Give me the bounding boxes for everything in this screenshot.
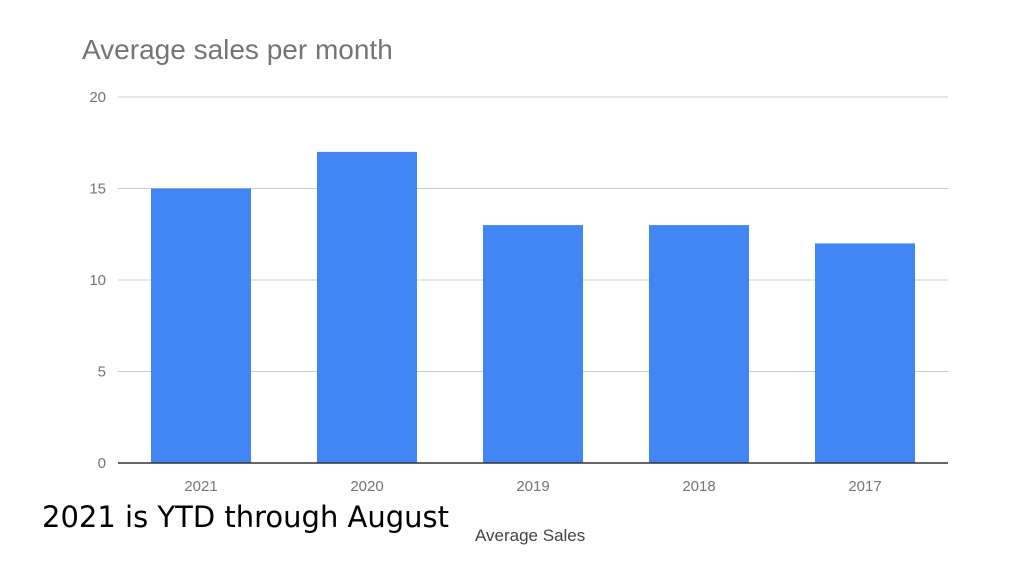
- bar-2018: [649, 225, 749, 463]
- y-tick-label: 5: [98, 364, 106, 381]
- bar-2017: [815, 243, 915, 463]
- bar-2019: [483, 225, 583, 463]
- y-tick-labels: 0 5 10 15 20: [89, 89, 106, 472]
- x-tick-label: 2021: [184, 478, 217, 495]
- x-axis-label: Average Sales: [475, 526, 586, 545]
- x-tick-label: 2020: [350, 478, 383, 495]
- y-tick-label: 20: [89, 89, 106, 106]
- x-tick-label: 2017: [848, 478, 881, 495]
- y-tick-label: 15: [89, 181, 106, 198]
- bar-2021: [151, 188, 251, 463]
- bar-2020: [317, 151, 417, 463]
- chart-title: Average sales per month: [82, 34, 393, 65]
- bars: [151, 151, 915, 463]
- x-tick-labels: 2021 2020 2019 2018 2017: [184, 478, 881, 495]
- x-tick-label: 2019: [516, 478, 549, 495]
- annotation-note: 2021 is YTD through August: [42, 500, 450, 534]
- x-tick-label: 2018: [682, 478, 715, 495]
- y-tick-label: 10: [89, 272, 106, 289]
- y-tick-label: 0: [98, 455, 106, 472]
